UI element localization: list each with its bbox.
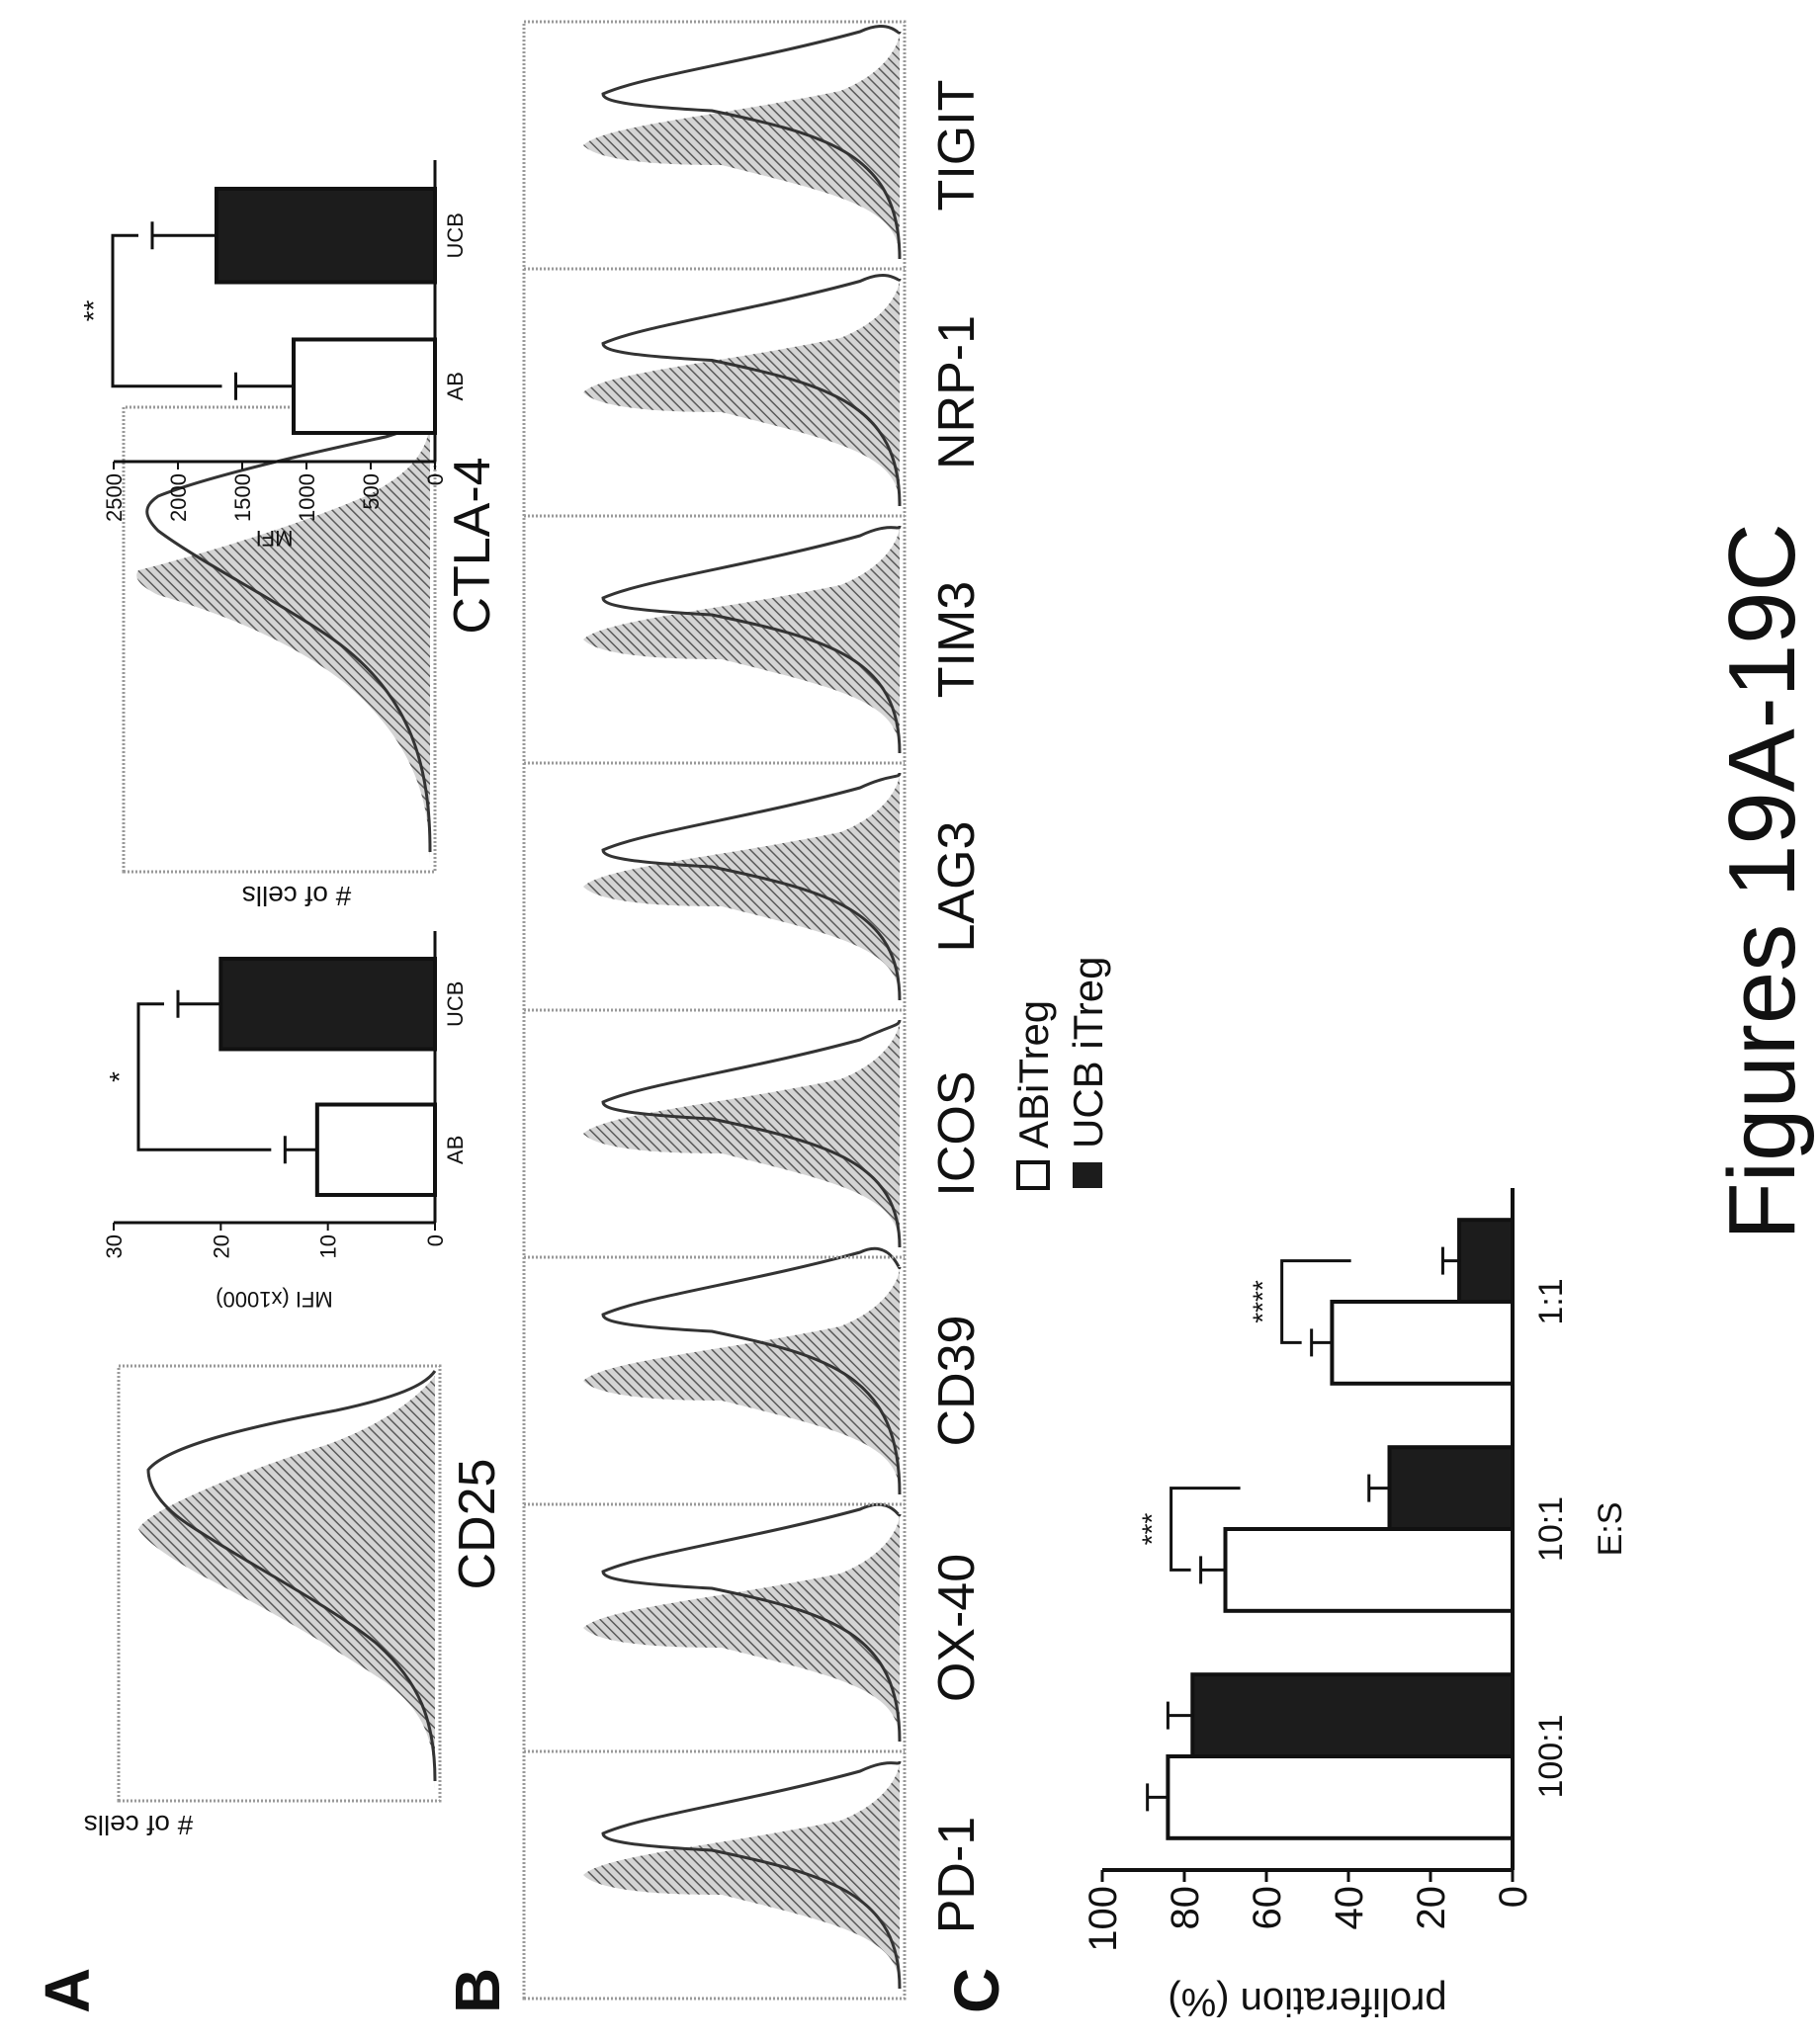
tigit-outline-peak [601,25,902,260]
bar-ucb-itreg-1-1 [1457,1218,1516,1304]
significance-label-10-1: *** [1137,1513,1168,1546]
cd39-label: CD39 [928,1316,986,1447]
ctla4-histogram-ylabel: # of cells [242,881,352,911]
bar-ucb-itreg-10-1 [1387,1445,1515,1531]
a-mfi-ctla4-y-tick-label: 500 [359,473,384,510]
cd25-histogram: # of cells CD25 [84,1364,506,1840]
proliferation-y-tick-label: 80 [1164,1886,1207,1930]
tigit-filled-peak [583,32,900,259]
ox-40-outline-peak [601,1502,902,1743]
panel-c-legend: ABiTreg UCB iTreg [1010,957,1111,1190]
ox-40-filled-peak [583,1514,900,1742]
a-mfi-cd25-y-tick-label: 30 [102,1234,127,1258]
a-mfi-cd25-y-tick-label: 20 [209,1234,233,1258]
a-mfi-cd25-significance-bracket [136,1002,272,1151]
a-mfi-ctla4-y-tick-label: 2500 [102,473,127,522]
proliferation-ylabel: proliferation (%) [1168,1980,1446,2023]
icos-label: ICOS [928,1070,986,1196]
significance-bracket-1-1 [1280,1259,1351,1344]
nrp-1-filled-peak [583,279,900,506]
proliferation-xlabel: E:S [1592,1502,1629,1557]
a-mfi-cd25-bar-ab [314,1102,438,1197]
ctla4-outline-peak [145,408,432,853]
panel-letter-b: B [442,1968,513,2013]
bar-abitreg-10-1 [1223,1526,1515,1613]
tim3-label: TIM3 [928,581,986,698]
ctla4-histogram: # of cells CTLA-4 [122,405,501,911]
proliferation-y-tick-label: 60 [1246,1886,1289,1930]
proliferation-x-tick-label: 100:1 [1532,1714,1570,1798]
a-mfi-cd25-significance-label: * [104,1071,134,1082]
a-mfi-ctla4-significance-label: ** [78,300,109,322]
tim3-filled-peak [583,526,900,753]
a-mfi-ctla4-y-tick-label: 1500 [230,473,255,522]
tim3-outline-peak [601,525,902,754]
a-mfi-ctla4-y-tick-label: 2000 [166,473,191,522]
panel-b-strip: PD-1 OX-40 CD39 ICOS LAG3 TIM3 NRP-1 TIGIT [522,20,986,2000]
a-mfi-ctla4-bar-ucb [215,186,437,285]
a-mfi-ctla4-x-tick-label: UCB [443,213,468,258]
a-mfi-ctla4-x-tick-label: AB [443,372,468,400]
bar-ucb-itreg-100-1 [1190,1672,1516,1758]
a-mfi-ctla4-y-tick-label: 0 [423,473,448,485]
legend-swatch-abitreg [1016,1160,1050,1190]
legend-label-ucb-itreg: UCB iTreg [1065,957,1111,1149]
a-mfi-cd25-ylabel: MFI (x1000) [216,1287,333,1312]
nrp-1-label: NRP-1 [928,315,986,469]
ctla4-histogram-frame [122,405,437,874]
ctla4-mfi-chart: 0 500 1000 1500 2000 2500 MFI AB UCB ** [78,160,468,551]
a-mfi-ctla4-significance-bracket [111,233,222,388]
ox-40-label: OX-40 [928,1554,986,1702]
pd-1-label: PD-1 [928,1817,986,1933]
ctla4-filled-peak [136,417,430,862]
proliferation-y-tick-label: 0 [1492,1886,1535,1908]
pd-1-filled-peak [583,1761,900,1989]
proliferation-x-tick-label: 10:1 [1532,1496,1570,1562]
legend-swatch-ucb-itreg [1073,1162,1102,1188]
cd25-histogram-frame [117,1364,442,1803]
cd25-histogram-ylabel: # of cells [84,1810,194,1840]
cd25-outline-peak [146,1370,437,1782]
a-mfi-cd25-x-tick-label: AB [443,1136,468,1164]
a-mfi-cd25-bar-ucb [218,957,437,1052]
panel-letter-a: A [32,1968,103,2013]
tigit-label: TIGIT [928,80,986,212]
bar-abitreg-100-1 [1166,1754,1516,1840]
proliferation-y-tick-label: 40 [1328,1886,1371,1930]
lag3-outline-peak [601,772,902,1001]
a-mfi-cd25-x-tick-label: UCB [443,981,468,1027]
legend-label-abitreg: ABiTreg [1010,1000,1057,1149]
cd25-mfi-chart: 0 10 20 30 MFI (x1000) AB UCB * [102,931,468,1312]
pd-1-outline-peak [601,1760,902,1990]
icos-filled-peak [583,1020,900,1247]
proliferation-x-tick-label: 1:1 [1532,1278,1570,1324]
significance-bracket-10-1 [1170,1487,1241,1572]
a-mfi-ctla4-ylabel: MFI [256,526,294,551]
bar-abitreg-1-1 [1330,1299,1516,1386]
lag3-filled-peak [583,773,900,1000]
cd39-outline-peak [601,1247,902,1495]
cd25-label: CD25 [449,1459,506,1590]
figure-title: Figures 19A-19C [1709,523,1815,1240]
ctla4-label: CTLA-4 [444,457,501,634]
proliferation-y-tick-label: 20 [1410,1886,1453,1930]
a-mfi-cd25-y-tick-label: 0 [423,1234,448,1246]
a-mfi-ctla4-y-tick-label: 1000 [295,473,319,522]
icos-outline-peak [601,1019,902,1248]
a-mfi-cd25-y-tick-label: 10 [316,1234,341,1258]
proliferation-chart: 0 20 40 60 80 100 proliferation (%) 100:1 10:1 **… [1082,1188,1629,2023]
a-mfi-ctla4-bar-ab [292,337,437,436]
proliferation-y-tick-label: 100 [1082,1886,1125,1952]
panel-letter-c: C [941,1968,1012,2013]
cd39-filled-peak [583,1267,900,1494]
lag3-label: LAG3 [928,821,986,953]
significance-label-1-1: **** [1248,1280,1278,1323]
nrp-1-outline-peak [601,274,902,507]
